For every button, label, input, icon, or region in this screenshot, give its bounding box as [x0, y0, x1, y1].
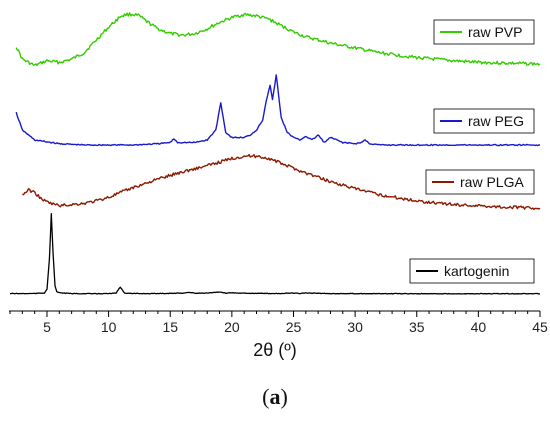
legend-item-raw-pvp: raw PVP: [433, 19, 535, 45]
x-tick-label: 40: [471, 319, 487, 335]
legend-label: kartogenin: [444, 263, 509, 279]
caption-letter: a: [269, 384, 281, 409]
legend-item-kartogenin: kartogenin: [409, 258, 535, 284]
legend-item-raw-peg: raw PEG: [433, 108, 535, 134]
figure-caption: (a): [0, 384, 550, 410]
x-tick-label: 20: [224, 319, 240, 335]
x-tick-label: 15: [162, 319, 178, 335]
legend-item-raw-plga: raw PLGA: [425, 169, 535, 195]
x-tick-label: 45: [532, 319, 548, 335]
series-line-raw-plga: [22, 153, 541, 211]
x-tick-label: 5: [43, 319, 51, 335]
chart-legend: raw PVP raw PEG raw PLGA kartogenin: [409, 19, 535, 284]
legend-label: raw PEG: [468, 113, 524, 129]
x-axis-title: 2θ (º): [253, 340, 297, 360]
x-tick-label: 10: [101, 319, 117, 335]
legend-label: raw PLGA: [460, 174, 524, 190]
x-tick-label: 35: [409, 319, 425, 335]
series-line-raw-pvp: [15, 12, 541, 67]
caption-close: ): [280, 384, 288, 409]
series-line-raw-peg: [15, 74, 540, 147]
x-tick-label: 30: [347, 319, 363, 335]
series-line-kartogenin: [10, 213, 541, 295]
x-tick-label: 25: [286, 319, 302, 335]
chart-traces: [10, 12, 541, 295]
legend-label: raw PVP: [468, 24, 522, 40]
caption-open: (: [262, 384, 270, 409]
x-ticks: 5 10 15 20 25 30 35 40 45: [9, 311, 548, 335]
